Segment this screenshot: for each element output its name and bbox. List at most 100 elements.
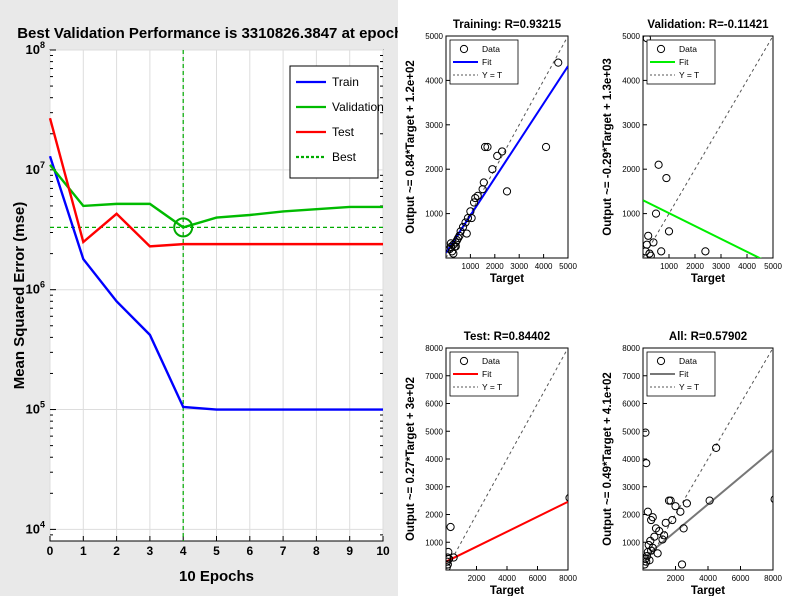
x-tick-label: 2000 [468,574,486,583]
y-axis-label: Output ~= -0.29*Target + 1.3e+03 [602,58,614,235]
y-tick-label: 105 [26,400,45,417]
data-point [682,499,691,508]
y-tick-label: 5000 [425,32,443,41]
data-point [712,443,721,452]
data-point [643,459,651,468]
x-tick-label: 2000 [667,574,685,583]
y-tick-label: 3000 [425,483,443,492]
legend-label-data: Data [482,44,500,54]
legend-label-fit: Fit [482,369,492,379]
y-tick-label: 1000 [425,210,443,219]
data-point [462,229,471,238]
y-tick-label: 1000 [425,538,443,547]
legend-swatch-data [656,44,666,54]
data-point [449,553,458,562]
data-point [679,524,688,533]
data-point [645,249,654,258]
regression-plot-training: Training: R=0.93215 1000 2000 3000 4000 5000 1… [405,19,577,285]
data-point [657,247,666,256]
y-tick-label: 7000 [622,372,640,381]
plot-contents [446,348,568,570]
legend-label-identity: Y = T [482,382,502,392]
x-tick-label: 3 [147,544,154,558]
legend-label-test: Test [332,125,355,139]
data-point [643,507,652,516]
data-point [770,495,773,504]
x-tick-label: 7 [280,544,287,558]
data-point [677,560,687,569]
legend-label-validation: Validation [332,100,384,114]
y-tick-label: 2000 [622,511,640,520]
data-point [461,218,470,227]
data-point [645,556,654,565]
plot-contents [446,36,568,258]
x-tick-label: 4000 [535,262,553,271]
x-tick-label: 4 [180,544,187,558]
regression-plot-validation: Validation: R=-0.11421 1000 2000 3000 4000 50… [602,19,782,285]
x-axis-label: Target [490,585,524,596]
y-tick-label: 1000 [622,538,640,547]
y-tick-label: 4000 [622,76,640,85]
data-point [648,543,657,552]
identity-line [446,348,568,570]
y-tick-label: 8000 [622,344,640,353]
performance-panel: Best Validation Performance is 3310826.3… [0,0,416,596]
data-point [653,549,662,558]
data-point [705,496,714,505]
data-point [446,554,454,563]
y-tick-label: 6000 [425,400,443,409]
data-point [643,552,652,561]
legend-label-data: Data [679,44,697,54]
y-axis-label: Mean Squared Error (mse) [11,202,28,390]
plot-title: Validation: R=-0.11421 [647,19,769,31]
legend-label-fit: Fit [679,57,689,67]
x-axis-label: Target [691,273,725,285]
x-tick-label: 8000 [559,574,577,583]
data-point [451,242,460,251]
legend-label-data: Data [482,356,500,366]
x-tick-label: 6000 [529,574,547,583]
identity-line [643,348,773,570]
data-point [649,238,658,247]
data-point [446,522,455,532]
data-point [455,231,464,240]
data-point [668,515,677,525]
y-tick-label: 5000 [622,427,640,436]
y-tick-label: 2000 [622,165,640,174]
legend-label-fit: Fit [482,57,492,67]
legend-swatch-data [459,356,469,366]
y-tick-label: 3000 [425,121,443,130]
y-tick-label: 104 [26,519,45,536]
legend-label-identity: Y = T [482,70,502,80]
x-tick-label: 5 [213,544,220,558]
regression-plot-all: All: R=0.57902 2000 4000 6000 8000 1000 2000 30… [602,331,782,597]
data-point [471,193,480,203]
plot-contents [643,36,773,258]
x-tick-label: 2000 [686,262,704,271]
x-tick-label: 1 [80,544,87,558]
data-point [646,251,655,258]
y-axis-label: Output ~= 0.27*Target + 3e+02 [405,377,417,541]
identity-line [643,36,773,258]
data-point [648,513,657,522]
data-point [646,536,655,545]
y-tick-label: 107 [26,160,45,177]
x-tick-label: 2000 [486,262,504,271]
legend-label-identity: Y = T [679,382,699,392]
legend-box [289,65,379,179]
series-line-test [48,117,383,248]
data-point [483,142,492,152]
x-tick-label: 5000 [764,262,782,271]
data-point [644,231,653,240]
x-axis-label: Target [490,273,524,285]
data-point [666,496,675,505]
x-tick-label: 10 [376,544,390,558]
regression-charts: Training: R=0.93215 1000 2000 3000 4000 5000 1… [405,19,782,597]
data-point [650,532,659,541]
plot-title: Test: R=0.84402 [464,331,550,343]
y-tick-label: 6000 [622,400,640,409]
y-tick-label: 5000 [425,427,443,436]
data-point [660,531,669,540]
legend-label-identity: Y = T [679,70,699,80]
y-tick-label: 4000 [622,455,640,464]
